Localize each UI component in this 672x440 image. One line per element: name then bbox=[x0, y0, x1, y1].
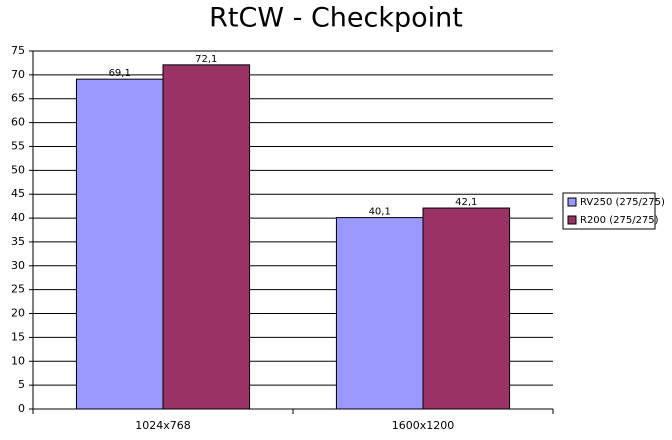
legend-label: RV250 (275/275) bbox=[580, 197, 665, 208]
bar bbox=[75, 78, 164, 410]
bar bbox=[422, 207, 511, 410]
y-tick-label: 15 bbox=[11, 330, 25, 343]
y-tick-label: 70 bbox=[11, 68, 25, 81]
y-tick-label: 65 bbox=[11, 92, 25, 105]
y-tick-label: 20 bbox=[11, 307, 25, 320]
y-tick-label: 0 bbox=[18, 402, 25, 415]
bar bbox=[162, 64, 251, 410]
value-label: 72,1 bbox=[195, 54, 217, 65]
x-tick-label: 1600x1200 bbox=[392, 419, 455, 432]
y-tick-label: 55 bbox=[11, 139, 25, 152]
bar bbox=[335, 217, 424, 410]
y-tick-label: 45 bbox=[11, 187, 25, 200]
x-tick-label: 1024x768 bbox=[135, 419, 191, 432]
y-tick-label: 50 bbox=[11, 163, 25, 176]
y-tick-label: 35 bbox=[11, 235, 25, 248]
y-tick-label: 10 bbox=[11, 354, 25, 367]
value-label: 42,1 bbox=[455, 197, 477, 208]
chart-title: RtCW - Checkpoint bbox=[209, 3, 463, 34]
legend-label: R200 (275/275) bbox=[580, 215, 659, 226]
y-tick-label: 40 bbox=[11, 211, 25, 224]
y-tick-label: 75 bbox=[11, 44, 25, 57]
legend-swatch bbox=[567, 215, 577, 225]
legend-box bbox=[562, 192, 656, 230]
y-tick-label: 5 bbox=[18, 378, 25, 391]
y-tick-label: 25 bbox=[11, 283, 25, 296]
y-tick-label: 60 bbox=[11, 116, 25, 129]
value-label: 69,1 bbox=[109, 68, 131, 79]
legend-swatch bbox=[567, 197, 577, 207]
y-tick-label: 30 bbox=[11, 259, 25, 272]
value-label: 40,1 bbox=[369, 207, 391, 218]
